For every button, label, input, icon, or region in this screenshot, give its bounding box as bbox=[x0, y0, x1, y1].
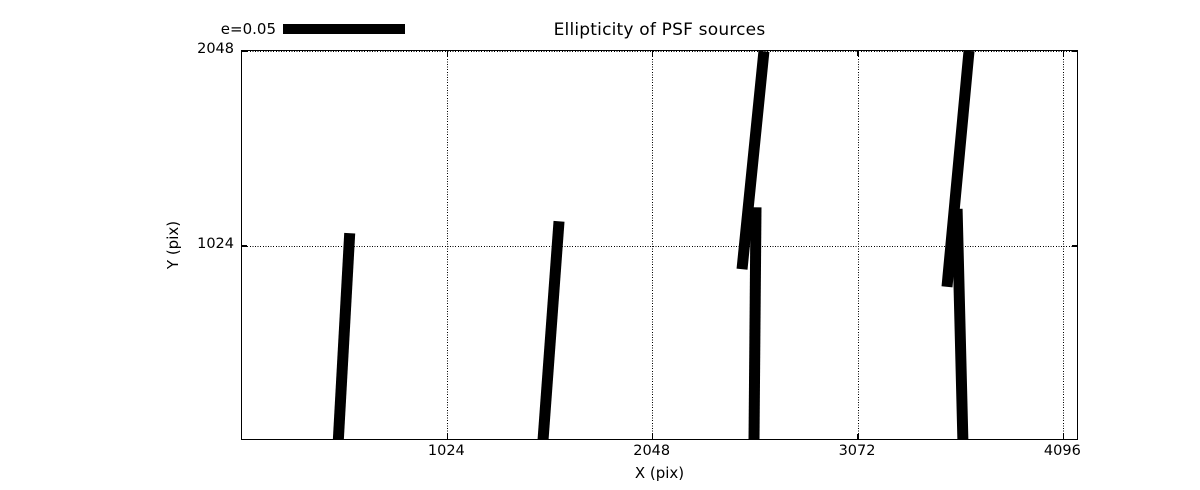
y-tick-label-1024: 1024 bbox=[197, 236, 234, 252]
y-tick-left-2048 bbox=[242, 51, 247, 52]
y-tick-label-2048: 2048 bbox=[197, 41, 234, 57]
y-tick-left-1024 bbox=[242, 245, 247, 247]
x-axis-label: X (pix) bbox=[634, 464, 685, 482]
x-tick-bottom-2048 bbox=[652, 434, 654, 439]
gridline-x-2048 bbox=[652, 51, 654, 439]
ellipticity-whisker-6 bbox=[951, 208, 969, 439]
x-tick-label-4096: 4096 bbox=[1043, 443, 1081, 459]
ellipticity-whisker-4 bbox=[748, 207, 762, 439]
x-tick-bottom-4096 bbox=[1062, 434, 1064, 439]
x-tick-bottom-1024 bbox=[446, 434, 448, 439]
x-tick-label-2048: 2048 bbox=[633, 443, 671, 459]
x-tick-label-1024: 1024 bbox=[427, 443, 465, 459]
x-tick-label-3072: 3072 bbox=[838, 443, 876, 459]
gridline-x-3072 bbox=[857, 51, 859, 439]
chart-title: Ellipticity of PSF sources bbox=[553, 20, 766, 40]
x-tick-top-3072 bbox=[857, 51, 859, 56]
x-tick-top-2048 bbox=[652, 51, 654, 56]
x-tick-top-1024 bbox=[446, 51, 448, 56]
x-tick-bottom-3072 bbox=[857, 434, 859, 439]
gridline-y-2048 bbox=[242, 51, 1077, 52]
legend-line-sample bbox=[283, 24, 405, 34]
ellipticity-whisker-2 bbox=[537, 221, 565, 439]
gridline-x-4096 bbox=[1062, 51, 1064, 439]
y-axis-label: Y (pix) bbox=[164, 220, 182, 270]
y-tick-right-1024 bbox=[1072, 245, 1077, 247]
ellipticity-whisker-1 bbox=[332, 233, 355, 439]
gridline-y-1024 bbox=[242, 245, 1077, 247]
y-tick-right-2048 bbox=[1072, 51, 1077, 52]
gridline-x-1024 bbox=[446, 51, 448, 439]
legend-label: e=0.05 bbox=[220, 20, 276, 38]
x-tick-top-4096 bbox=[1062, 51, 1064, 56]
plot-area bbox=[241, 50, 1078, 440]
